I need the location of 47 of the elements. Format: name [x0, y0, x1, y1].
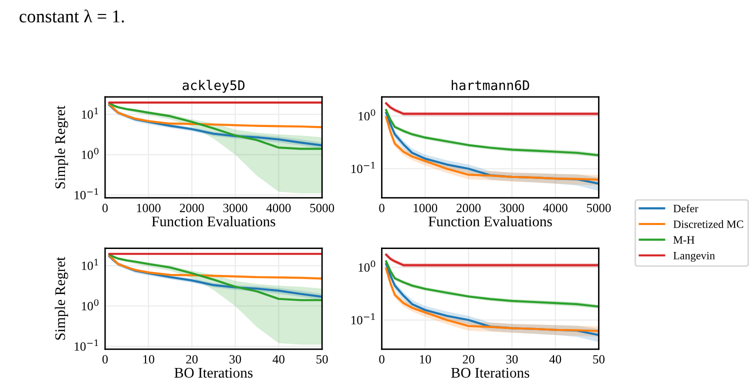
- x-axis-title: Function Evaluations: [152, 216, 276, 226]
- x-axis-title: BO Iterations: [451, 368, 530, 378]
- legend-label: Discretized MC: [673, 220, 744, 228]
- x-tick-label: 20: [186, 355, 198, 364]
- x-axis-title: BO Iterations: [174, 368, 253, 378]
- y-tick-label: 10$^{0}$: [82, 299, 99, 310]
- x-tick-label: 50: [593, 355, 605, 364]
- x-tick-label: 40: [272, 355, 284, 364]
- y-tick-label: 10$^{−1}$: [351, 313, 375, 324]
- legend-label: M-H: [673, 236, 694, 244]
- x-tick-label: 5000: [310, 204, 334, 212]
- x-tick-label: 3000: [223, 204, 248, 212]
- x-tick-label: 10: [143, 355, 154, 364]
- y-tick-label: 10$^{−1}$: [74, 340, 98, 351]
- x-tick-label: 4000: [543, 204, 568, 212]
- y-tick-label: 10$^{−1}$: [351, 162, 375, 174]
- x-tick-label: 30: [506, 355, 518, 364]
- x-tick-label: 2000: [180, 204, 204, 212]
- x-tick-label: 0: [379, 204, 384, 212]
- x-tick-label: 1000: [137, 204, 160, 212]
- y-tick-label: 10$^{1}$: [82, 258, 98, 270]
- x-tick-label: 50: [316, 355, 328, 364]
- x-tick-label: 40: [549, 355, 562, 364]
- x-tick-label: 3000: [500, 204, 524, 212]
- x-tick-label: 0: [379, 355, 384, 364]
- x-tick-label: 4000: [266, 204, 291, 212]
- chart-title: ackley5D: [182, 80, 245, 93]
- legend-label: Defer: [673, 204, 698, 212]
- x-axis-title: Function Evaluations: [428, 216, 552, 226]
- y-tick-label: 10$^{0}$: [358, 260, 376, 272]
- x-tick-label: 0: [102, 355, 108, 364]
- x-tick-label: 10: [420, 355, 431, 364]
- chart-title: hartmann6D: [452, 80, 530, 90]
- x-tick-label: 1000: [414, 204, 438, 212]
- x-tick-label: 0: [102, 204, 108, 212]
- y-tick-label: 10$^{0}$: [358, 109, 376, 120]
- y-axis-title: Simple Regret: [54, 256, 68, 340]
- legend-label: Langevin: [673, 252, 715, 262]
- y-tick-label: 10$^{0}$: [82, 148, 99, 160]
- x-tick-label: 5000: [586, 204, 611, 212]
- x-tick-label: 2000: [456, 204, 481, 212]
- x-tick-label: 20: [462, 355, 474, 364]
- x-tick-label: 30: [230, 355, 242, 364]
- text: constant λ = 1.: [20, 10, 124, 23]
- y-tick-label: 10$^{1}$: [82, 108, 98, 119]
- y-tick-label: 10$^{−1}$: [74, 188, 98, 200]
- y-axis-title: Simple Regret: [54, 106, 68, 188]
